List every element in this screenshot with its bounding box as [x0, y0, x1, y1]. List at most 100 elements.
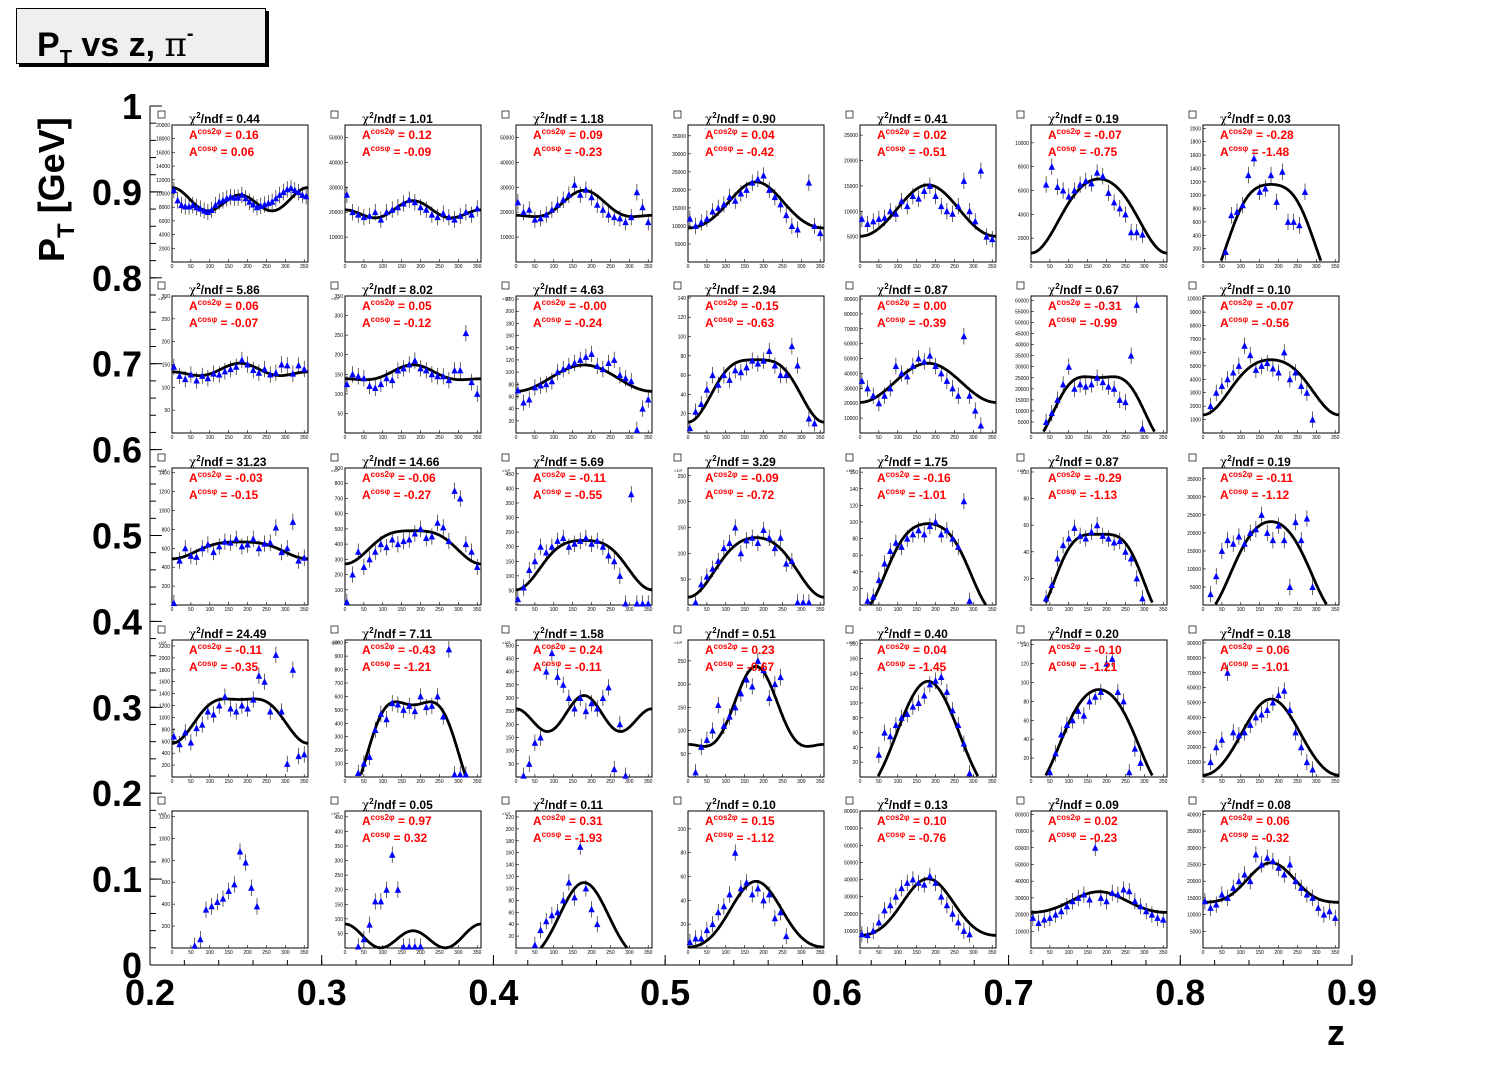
- data-point: [238, 542, 246, 550]
- panel-y-tick-label: 30000: [844, 895, 858, 901]
- data-point: [754, 175, 762, 183]
- data-point: [372, 384, 379, 391]
- data-point: [1065, 192, 1072, 200]
- data-point: [1126, 887, 1133, 895]
- panel-y-tick-label: 5000: [1190, 585, 1201, 591]
- acosphi-sup: cosφ: [886, 830, 906, 839]
- data-point: [360, 563, 368, 570]
- acosphi-value: = -0.75: [1076, 145, 1117, 159]
- data-point: [394, 366, 402, 374]
- data-point: [754, 884, 762, 892]
- data-point: [737, 368, 745, 376]
- acosphi-label: Acosφ = -0.39: [877, 315, 947, 330]
- panel-x-tick-label: 0: [344, 264, 347, 270]
- panel-y-tick-label: 160: [506, 334, 515, 340]
- panel-x-tick-label: 0: [171, 264, 174, 270]
- data-point: [611, 356, 618, 363]
- data-point: [468, 211, 475, 218]
- acos2phi-value: = -0.11: [566, 471, 607, 485]
- panel-x-tick-label: 350: [1159, 607, 1168, 613]
- data-point: [272, 369, 280, 376]
- data-point: [1275, 864, 1282, 871]
- data-point: [394, 540, 402, 548]
- data-point: [526, 566, 533, 574]
- acos2phi-sup: cos2φ: [542, 298, 566, 307]
- data-point: [805, 598, 813, 606]
- data-point: [377, 897, 385, 905]
- data-point: [360, 213, 368, 221]
- acosphi-label: Acosφ = -0.23: [533, 144, 603, 159]
- title-rest: vs z,: [71, 26, 165, 64]
- data-point: [892, 210, 900, 217]
- chi2-text: /ndf = 0.40: [889, 627, 948, 641]
- data-point: [817, 229, 824, 237]
- panel-y-tick-label: 50: [337, 931, 343, 937]
- acos2phi-A: A: [189, 299, 198, 313]
- panel-x-tick-label: 0: [171, 607, 174, 613]
- panel-x-tick-label: 50: [704, 779, 710, 785]
- panel-y-tick-label: 80: [508, 382, 514, 388]
- data-point: [892, 721, 900, 729]
- data-point: [771, 193, 779, 201]
- acos2phi-label: Acos2φ = 0.02: [1048, 813, 1118, 828]
- panel-y-tick-label: 800: [162, 527, 171, 533]
- chi2-label: χ2/ndf = 2.94: [705, 282, 776, 297]
- panel-x-tick-label: 100: [550, 435, 559, 441]
- data-point: [242, 194, 249, 202]
- data-point: [737, 884, 745, 892]
- panel-x-tick-label: 250: [950, 950, 959, 956]
- acosphi-label: Acosφ = -1.21: [1048, 659, 1118, 674]
- data-point: [571, 181, 578, 188]
- data-point: [1127, 554, 1135, 562]
- panel-y-tick-label: 100: [678, 551, 687, 557]
- data-point: [406, 702, 413, 709]
- chi2-label: χ2/ndf = 0.11: [533, 797, 603, 812]
- acosphi-label: Acosφ = -1.45: [877, 659, 947, 674]
- data-point: [1105, 382, 1112, 390]
- data-point: [1224, 536, 1231, 544]
- chi2-superscript: 2: [1055, 454, 1060, 463]
- data-point: [720, 544, 728, 552]
- data-point: [1133, 301, 1140, 308]
- data-point: [726, 713, 733, 720]
- data-point: [267, 539, 274, 546]
- data-point: [1065, 534, 1072, 542]
- chi2-text: /ndf = 0.87: [889, 283, 948, 297]
- data-point: [1075, 894, 1082, 901]
- panel-y-tick-label: 400: [335, 542, 344, 548]
- acos2phi-label: Acos2φ = -0.10: [1048, 642, 1122, 657]
- panel-y-tick-label: 600: [162, 739, 171, 745]
- data-point: [360, 374, 368, 382]
- panel-x-tick-label: 50: [876, 607, 882, 613]
- panel-x-tick-label: 50: [1047, 435, 1053, 441]
- data-point: [389, 206, 396, 213]
- panel-y-tick-label: 1600: [159, 680, 170, 686]
- panel-x-tick-label: 0: [171, 779, 174, 785]
- panel-x-tick-label: 100: [1237, 779, 1246, 785]
- panel-x-tick-label: 150: [740, 607, 749, 613]
- panel-x-tick-label: 0: [171, 435, 174, 441]
- panel-x-tick-label: 350: [1331, 264, 1340, 270]
- data-point: [892, 893, 900, 900]
- panel-x-tick-label: 350: [300, 435, 309, 441]
- data-point: [686, 938, 694, 946]
- data-point: [955, 543, 962, 550]
- chi2-superscript: 2: [1055, 626, 1060, 635]
- panel-x-tick-label: 150: [1255, 779, 1264, 785]
- panel-x-tick-label: 350: [473, 607, 482, 613]
- data-point: [1148, 910, 1156, 918]
- panel-y-tick-label: 60: [1023, 523, 1029, 529]
- y-tick-label: 0.3: [92, 687, 142, 728]
- acosphi-A: A: [533, 145, 542, 159]
- acos2phi-value: = 0.12: [395, 128, 432, 142]
- panel-x-tick-label: 250: [435, 950, 444, 956]
- data-point: [221, 367, 229, 375]
- data-point: [1309, 415, 1316, 423]
- stats-box-icon: [501, 625, 510, 634]
- panel-y-tick-label: 400: [335, 721, 344, 727]
- panel-x-tick-label: 50: [532, 779, 538, 785]
- data-point: [1052, 910, 1059, 918]
- data-point: [1258, 860, 1265, 868]
- data-point: [1139, 424, 1146, 432]
- panel-y-tick-label: 80: [852, 716, 858, 722]
